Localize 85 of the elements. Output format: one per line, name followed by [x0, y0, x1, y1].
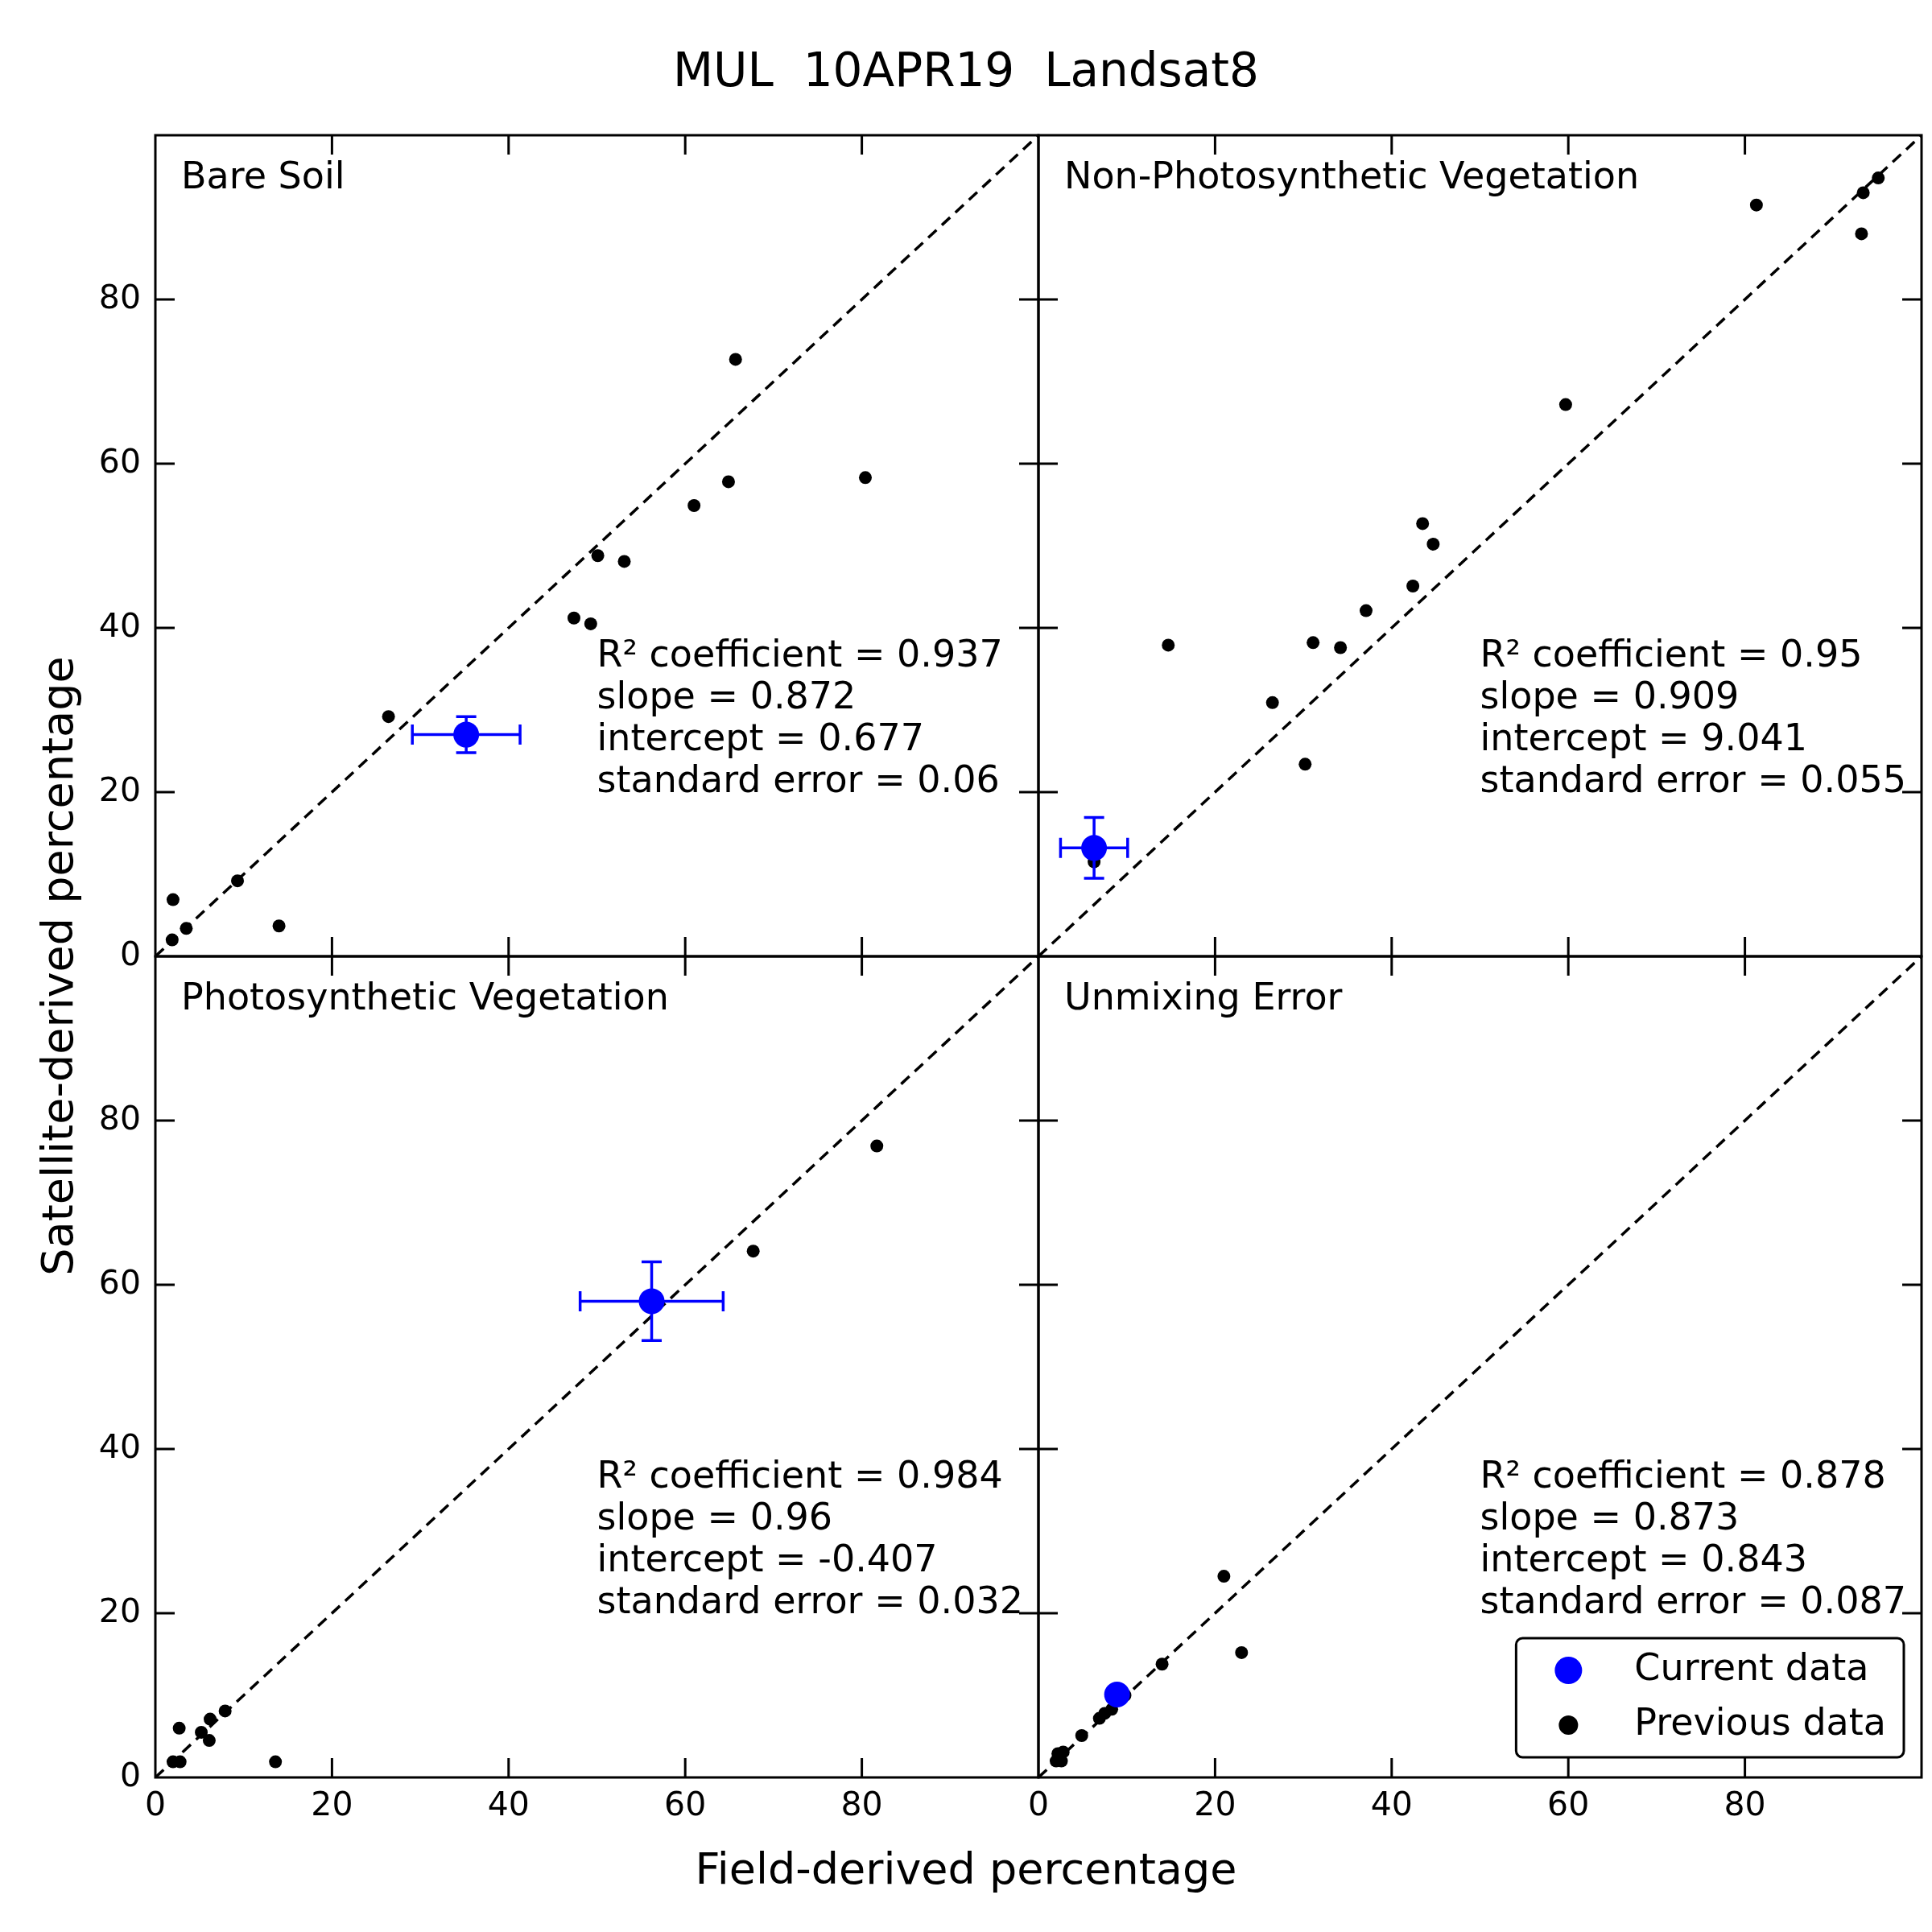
y-axis-title: Satellite-derived percentage: [31, 656, 84, 1276]
x-tick-label: 20: [311, 1785, 353, 1824]
y-tick-label: 80: [98, 1098, 141, 1137]
point: [1155, 1657, 1169, 1671]
point: [1416, 517, 1430, 530]
x-tick-label: 60: [664, 1785, 707, 1824]
point: [1265, 696, 1279, 709]
point: [584, 617, 597, 630]
point: [1162, 638, 1175, 652]
y-tick-label: 40: [98, 1426, 141, 1466]
x-tick-label: 80: [840, 1785, 883, 1824]
point: [272, 919, 286, 933]
x-tick-label: 40: [1370, 1785, 1413, 1824]
point: [1406, 579, 1420, 592]
x-tick-label: 80: [1724, 1785, 1766, 1824]
legend-label: Previous data: [1634, 1699, 1887, 1744]
point: [591, 549, 605, 563]
point: [1235, 1645, 1249, 1659]
point: [870, 1139, 884, 1153]
annotation: intercept = 9.041: [1480, 716, 1807, 759]
point: [1872, 171, 1885, 185]
y-tick-label: 60: [98, 441, 141, 481]
annotation: slope = 0.96: [597, 1495, 833, 1538]
point: [1856, 186, 1870, 200]
point: [1426, 537, 1440, 551]
y-tick-label: 60: [98, 1262, 141, 1302]
x-tick-label: 40: [487, 1785, 530, 1824]
text: Photosynthetic Vegetation: [181, 975, 669, 1018]
point: [204, 1712, 217, 1726]
x-axis-title: Field-derived percentage: [695, 1843, 1237, 1895]
x-tick-label: 0: [144, 1785, 167, 1824]
chart-title: MUL 10APR19 Landsat8: [673, 42, 1259, 97]
point: [382, 710, 395, 724]
x-tick-label: 0: [1027, 1785, 1050, 1824]
point: [231, 874, 245, 888]
point: [180, 922, 193, 935]
point: [567, 611, 580, 625]
point: [729, 353, 742, 366]
annotation: R² coefficient = 0.95: [1480, 632, 1863, 675]
point: [617, 555, 631, 568]
point: [165, 933, 179, 947]
point: [1334, 641, 1348, 654]
annotation: standard error = 0.06: [597, 758, 1000, 801]
point: [195, 1725, 208, 1739]
y-tick-label: 20: [98, 1591, 141, 1630]
annotation: standard error = 0.032: [597, 1579, 1023, 1622]
annotation: R² coefficient = 0.878: [1480, 1453, 1886, 1496]
y-tick-label: 0: [119, 1755, 141, 1794]
point: [1298, 758, 1312, 771]
y-tick-label: 40: [98, 605, 141, 645]
point: [746, 1245, 760, 1258]
point: [1855, 227, 1868, 241]
text: Non-Photosynthetic Vegetation: [1064, 154, 1640, 197]
legend-label: Current data: [1634, 1645, 1869, 1689]
point: [1217, 1570, 1231, 1583]
point: [1558, 398, 1572, 411]
y-tick-label: 80: [98, 277, 141, 316]
annotation: slope = 0.873: [1480, 1495, 1740, 1538]
annotation: slope = 0.909: [1480, 674, 1740, 717]
point: [202, 1734, 216, 1748]
annotation: intercept = 0.677: [597, 716, 924, 759]
point: [269, 1755, 283, 1769]
annotation: standard error = 0.087: [1480, 1579, 1906, 1622]
text: Bare Soil: [181, 154, 345, 197]
point: [218, 1704, 232, 1718]
annotation: slope = 0.872: [597, 674, 857, 717]
annotation: intercept = 0.843: [1480, 1537, 1807, 1580]
point: [858, 471, 872, 485]
point: [172, 1721, 186, 1735]
annotation: standard error = 0.055: [1480, 758, 1906, 801]
annotation: R² coefficient = 0.984: [597, 1453, 1003, 1496]
x-tick-label: 20: [1194, 1785, 1236, 1824]
point: [721, 475, 735, 489]
point: [687, 499, 701, 513]
point: [1075, 1728, 1088, 1742]
point: [1307, 636, 1320, 650]
point: [166, 893, 180, 906]
text: Unmixing Error: [1064, 975, 1343, 1018]
point: [1749, 198, 1763, 212]
x-tick-label: 60: [1547, 1785, 1590, 1824]
point: [1359, 604, 1373, 617]
annotation: R² coefficient = 0.937: [597, 632, 1003, 675]
y-tick-label: 0: [119, 934, 141, 973]
annotation: intercept = -0.407: [597, 1537, 938, 1580]
y-tick-label: 20: [98, 770, 141, 809]
